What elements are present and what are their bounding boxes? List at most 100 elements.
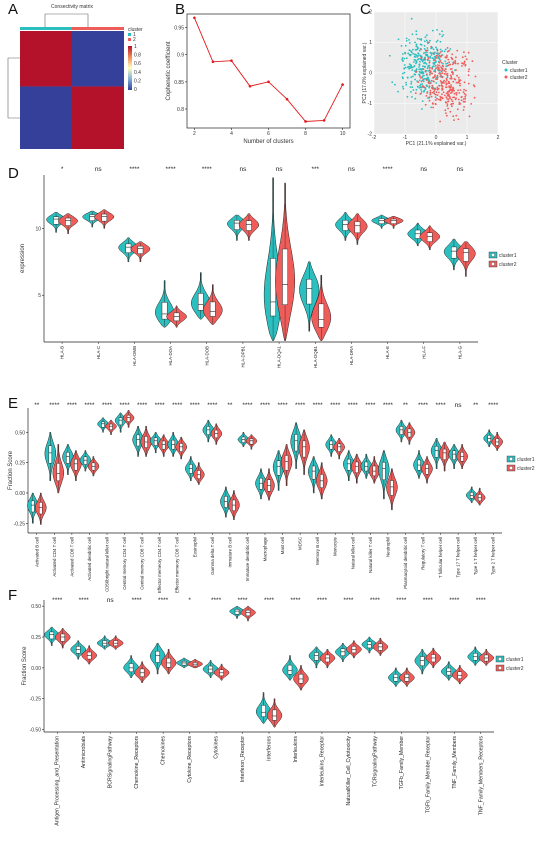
scatter-point-cluster1	[404, 52, 407, 55]
category-label: Natural killer cell	[350, 537, 355, 569]
scatter-point-cluster2	[441, 93, 443, 96]
scatter-point-cluster2	[464, 64, 467, 67]
box-cluster1	[161, 302, 168, 320]
category-label: CD56bright natural killer cell	[105, 537, 110, 592]
category-label: HLA-DOA	[168, 346, 173, 366]
significance-label: ****	[102, 402, 113, 409]
scatter-point-cluster2	[453, 92, 456, 95]
violin-panel-d: 5 10 expression * HLA-B ns HLA-C **** HLA-DMB ***…	[20, 166, 517, 368]
category-label: HLA-E	[385, 346, 390, 359]
scatter-point-cluster1	[397, 38, 400, 41]
scatter-point-cluster2	[438, 52, 441, 55]
scatter-point-cluster1	[412, 66, 414, 69]
scatter-point-cluster2	[433, 80, 435, 83]
scatter-point-cluster1	[418, 79, 421, 82]
legend-label: cluster1	[506, 657, 524, 663]
significance-label: *	[188, 597, 191, 604]
category-label: TNF_Family_Members	[452, 736, 458, 789]
scatter-point-cluster2	[463, 60, 466, 63]
scatter-point-cluster1	[416, 56, 419, 58]
scatter-point-cluster2	[415, 70, 418, 73]
scatter-point-cluster1	[423, 40, 426, 43]
scatter-point-cluster2	[451, 91, 453, 94]
panel-label-B: B	[175, 1, 185, 18]
scatter-point-cluster2	[419, 77, 422, 79]
scatter-point-cluster2	[441, 97, 444, 100]
data-point	[193, 16, 196, 20]
scatter-point-cluster2	[448, 94, 450, 97]
scatter-point-cluster1	[388, 54, 391, 57]
x-axis-title: Number of clusters	[243, 139, 293, 145]
scatter-point-cluster1	[434, 68, 437, 71]
scatter-point-cluster2	[462, 100, 465, 103]
scatter-point-cluster1	[402, 60, 404, 62]
scatter-point-cluster2	[420, 92, 422, 95]
scatter-point-cluster2	[446, 94, 449, 97]
y-tick-label: 1	[369, 40, 372, 46]
significance-label: ****	[435, 402, 446, 409]
scatter-point-cluster2	[434, 71, 437, 73]
scatter-point-cluster1	[436, 29, 438, 31]
category-label: Interleukins	[293, 736, 299, 763]
scatter-point-cluster2	[436, 86, 439, 89]
scatter-point-cluster2	[445, 77, 448, 80]
scatter-point-cluster2	[464, 97, 467, 100]
scatter-point-cluster2	[458, 101, 461, 104]
scatter-point-cluster1	[413, 70, 416, 72]
significance-label: ****	[264, 597, 275, 604]
category-label: Mast cell	[280, 537, 285, 554]
scatter-point-cluster2	[428, 99, 431, 102]
scatter-point-cluster2	[447, 107, 449, 110]
box-cluster2	[179, 443, 183, 452]
scatter-point-cluster1	[410, 50, 412, 52]
data-point	[267, 80, 270, 84]
scatter-point-cluster1	[408, 39, 410, 41]
scatter-point-cluster1	[439, 48, 442, 51]
significance-label: ****	[418, 402, 429, 409]
category-label: Activated CD4 T cell	[52, 537, 57, 577]
category-label: Effector memeory CD4 T cell	[157, 537, 162, 593]
scatter-point-cluster2	[448, 89, 451, 92]
scatter-point-cluster1	[411, 69, 414, 71]
y-tick-label: -2	[368, 132, 373, 138]
significance-label: ****	[158, 597, 169, 604]
scatter-point-cluster2	[450, 98, 453, 101]
scatter-point-cluster2	[447, 82, 449, 85]
significance-label: ****	[84, 402, 95, 409]
scatter-point-cluster2	[454, 61, 456, 63]
scatter-point-cluster2	[429, 69, 431, 72]
top-dendrogram	[44, 13, 89, 27]
cluster-annotation-2	[72, 27, 124, 30]
scatter-point-cluster2	[468, 115, 471, 118]
significance-label: ****	[172, 402, 183, 409]
data-point	[322, 119, 326, 122]
heatmap-legend-label: 2	[133, 37, 136, 43]
scatter-point-cluster2	[446, 98, 448, 100]
scatter-point-cluster2	[420, 80, 423, 83]
box-cluster1	[75, 646, 81, 654]
box-cluster2	[137, 245, 144, 254]
category-label: Regulatory T cell	[421, 537, 426, 570]
scatter-point-cluster2	[443, 69, 446, 72]
scatter-point-cluster2	[429, 91, 432, 94]
category-label: T follicular helper cell	[438, 537, 443, 578]
box-cluster1	[83, 456, 88, 465]
legend-box	[491, 253, 495, 257]
panel-label-A: A	[8, 1, 18, 18]
y-tick-label: -0.25	[14, 521, 26, 527]
category-label: Chemokines	[161, 736, 167, 765]
plot-frame	[186, 13, 351, 129]
category-label: HLA-G	[457, 345, 462, 359]
box-cluster1	[155, 650, 160, 663]
significance-label: **	[473, 402, 479, 409]
scatter-point-cluster2	[450, 76, 453, 78]
box-cluster1	[314, 652, 319, 661]
significance-label: ****	[49, 402, 60, 409]
box-cluster1	[452, 450, 456, 460]
data-point	[341, 83, 344, 86]
scatter-point-cluster2	[437, 64, 439, 66]
scatter-point-cluster1	[444, 60, 447, 63]
scatter-point-cluster2	[430, 45, 433, 48]
legend-box	[498, 657, 502, 661]
scatter-point-cluster1	[412, 89, 415, 91]
